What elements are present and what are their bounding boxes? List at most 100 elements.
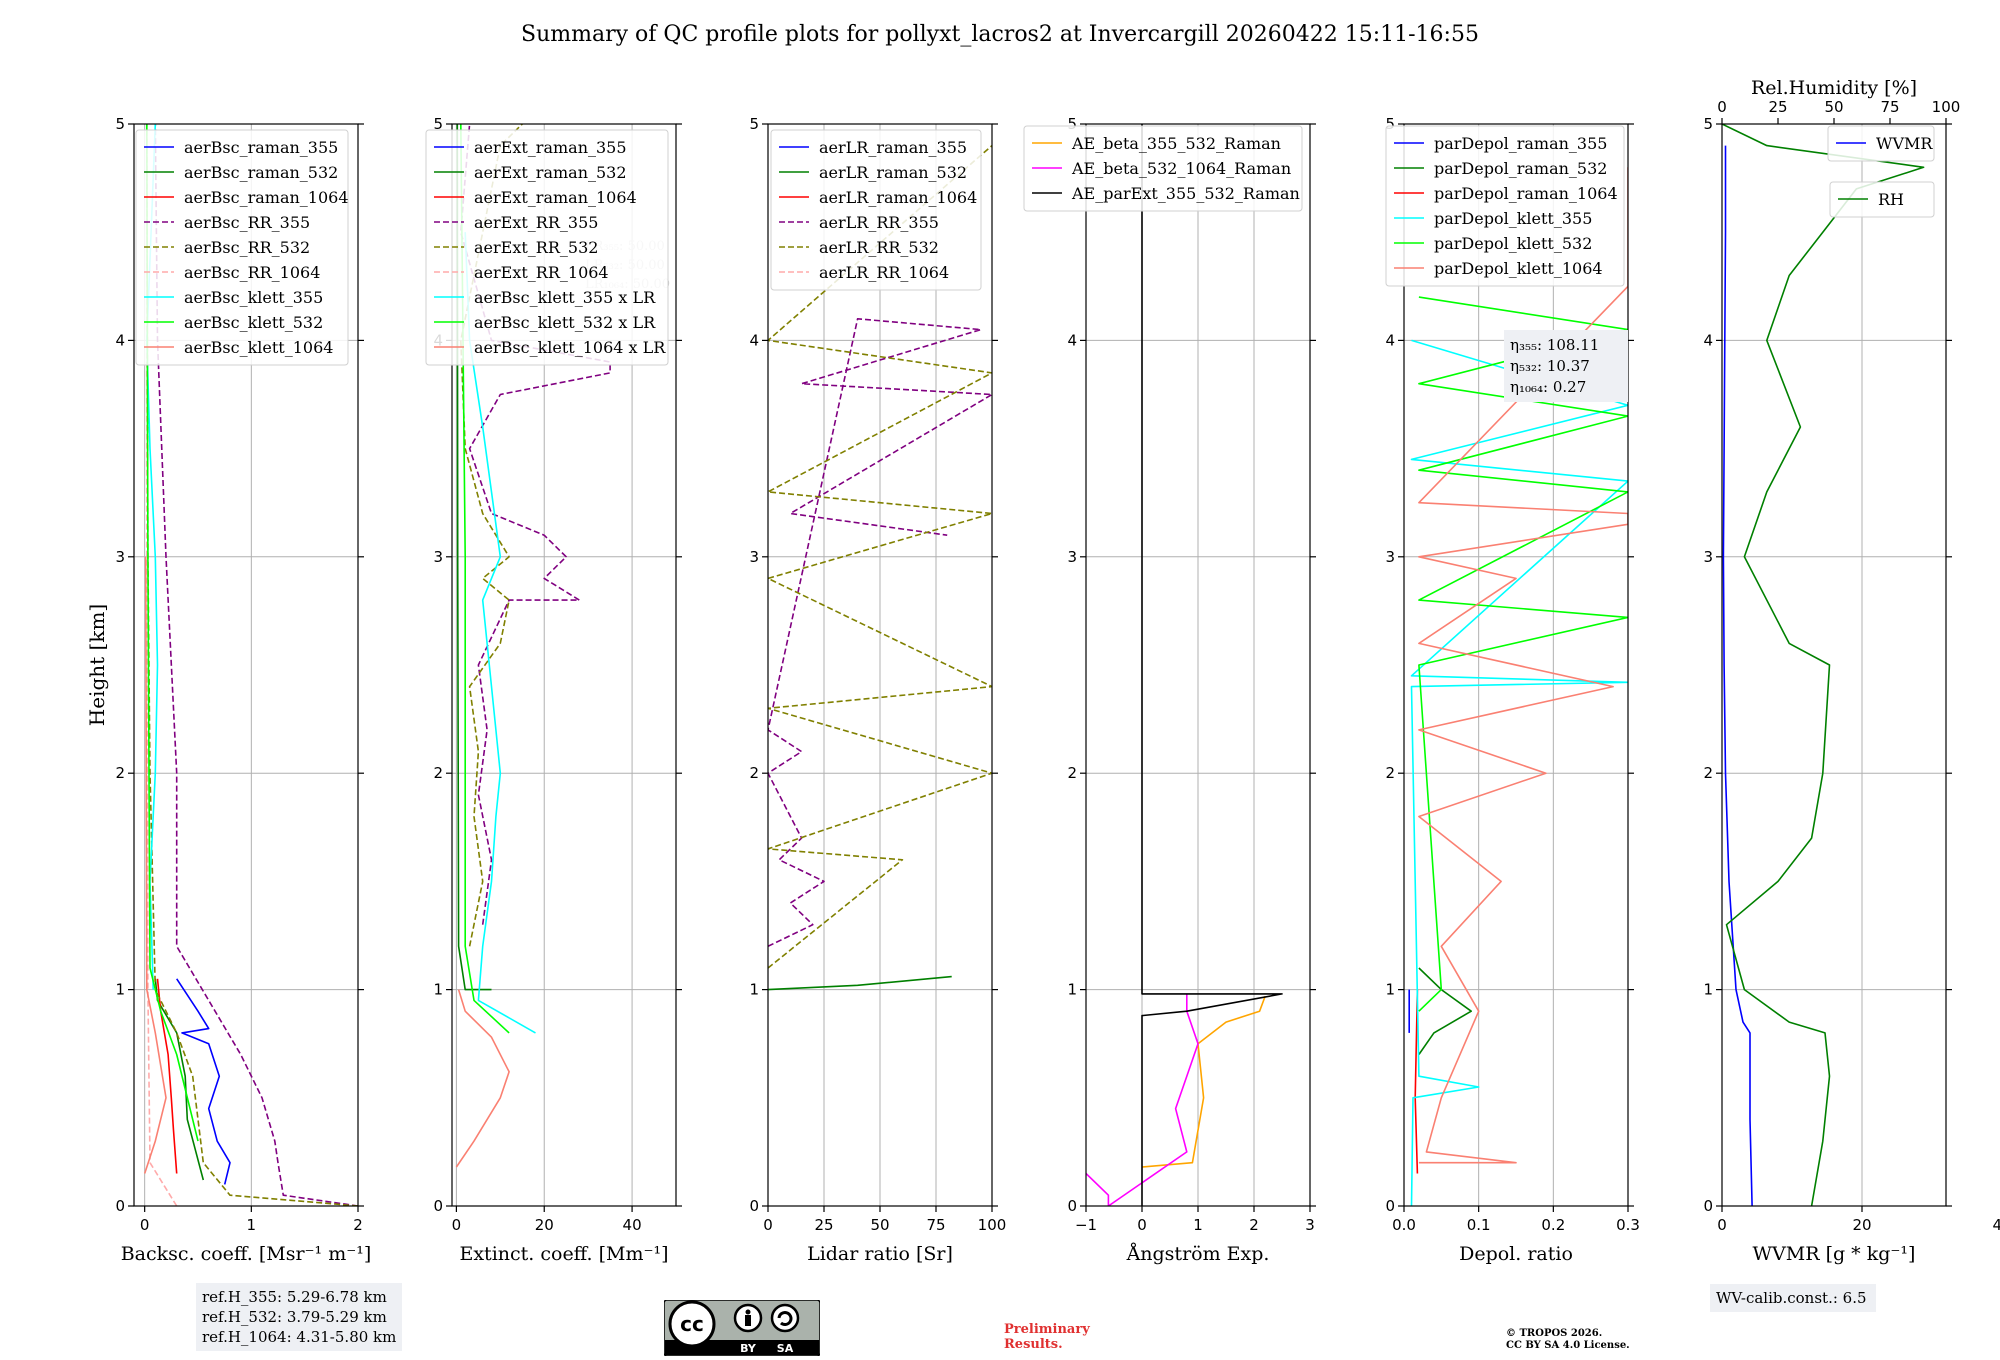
ref-heights-box: ref.H_355: 5.29-6.78 km ref.H_532: 3.79-… [196, 1283, 403, 1351]
y-tick-label: 5 [1067, 115, 1077, 133]
cc-mark-text: cc [680, 1312, 704, 1336]
legend-label: aerBsc_klett_532 [184, 313, 323, 332]
x2-tick-label: 0 [1717, 98, 1727, 116]
preliminary-note: Preliminary Results. [1004, 1322, 1090, 1352]
y-tick-label: 3 [433, 548, 443, 566]
preliminary-line-1: Preliminary [1004, 1322, 1090, 1337]
series-line [154, 124, 358, 1206]
x-tick-label: −1 [1075, 1216, 1097, 1234]
series-line [1418, 967, 1472, 1055]
legend-label: AE_parExt_355_532_Raman [1071, 184, 1300, 203]
y-tick-label: 5 [749, 115, 759, 133]
y-tick-label: 3 [115, 548, 125, 566]
legend-label: aerExt_raman_1064 [474, 188, 637, 207]
x2-axis-title: Rel.Humidity [%] [1751, 77, 1917, 99]
legend-label: aerBsc_klett_355 x LR [474, 288, 656, 307]
legend-label: aerBsc_klett_1064 x LR [474, 338, 666, 357]
x-axis-title: Lidar ratio [Sr] [807, 1243, 953, 1265]
legend-label: aerBsc_RR_1064 [184, 263, 320, 282]
figure-title: Summary of QC profile plots for pollyxt_… [521, 22, 1479, 47]
legend-label: AE_beta_532_1064_Raman [1071, 159, 1291, 178]
calib-box: WV-calib.const.: 6.5 [1710, 1284, 1876, 1312]
x-axis-title: Extinct. coeff. [Mm⁻¹] [459, 1243, 668, 1265]
legend-frame [770, 129, 982, 291]
x-tick-label: 20 [535, 1216, 554, 1234]
y-tick-label: 5 [433, 115, 443, 133]
series-line [768, 975, 952, 991]
copyright-line-2: CC BY SA 4.0 License. [1506, 1340, 1630, 1351]
x2-tick-label: 50 [1824, 98, 1843, 116]
legend-label: aerLR_raman_1064 [819, 188, 977, 207]
y-tick-label: 0 [749, 1197, 759, 1215]
y-axis-title: Height [km] [85, 604, 109, 726]
axes-frame [133, 123, 359, 1207]
x-axis-title: Backsc. coeff. [Msr⁻¹ m⁻¹] [121, 1243, 372, 1265]
x-tick-label: 2 [1249, 1216, 1259, 1234]
legend-frame [135, 129, 349, 366]
legend-label: aerLR_raman_532 [819, 163, 967, 182]
legend-label: aerLR_RR_1064 [819, 263, 949, 282]
legend-label: aerLR_RR_355 [819, 213, 939, 232]
series-group [143, 124, 358, 1206]
series-line [456, 124, 492, 991]
x-tick-label: 40 [1992, 1216, 2000, 1234]
legend-label: RH [1878, 190, 1904, 209]
series-line [1722, 124, 1925, 1206]
eta-value: η₃₅₅: 108.11 [1510, 336, 1599, 354]
legend-label: AE_beta_355_532_Raman [1071, 134, 1281, 153]
series-line [460, 124, 510, 1034]
legend-label: parDepol_klett_355 [1434, 209, 1592, 228]
panel-wv: 01234502040WVMR [g * kg⁻¹]0255075100Rel.… [1703, 77, 2000, 1312]
legend-label: aerExt_raman_532 [474, 163, 627, 182]
y-tick-label: 1 [433, 981, 443, 999]
eta-box: η₃₅₅: 108.11 η₅₃₂: 10.37 η₁₀₆₄: 0.27 [1504, 330, 1628, 402]
ref-height-1064: ref.H_1064: 4.31-5.80 km [202, 1328, 397, 1346]
legend-label: aerLR_RR_532 [819, 238, 939, 257]
x-tick-label: 0 [1137, 1216, 1147, 1234]
y-tick-label: 5 [1385, 115, 1395, 133]
legend-label: aerExt_RR_355 [474, 213, 598, 232]
copyright-line-1: © TROPOS 2026. [1506, 1328, 1603, 1339]
y-tick-label: 4 [1067, 331, 1077, 349]
series-line [176, 978, 231, 1185]
x-axis-title: Depol. ratio [1459, 1243, 1573, 1265]
legend-label: parDepol_klett_532 [1434, 234, 1592, 253]
x-tick-label: 0 [763, 1216, 773, 1234]
legend-depol: parDepol_raman_355 parDepol_raman_532 parD… [1385, 125, 1625, 287]
series-group [1086, 124, 1283, 1206]
y-tick-label: 2 [1703, 764, 1713, 782]
legend-label: aerExt_RR_1064 [474, 263, 609, 282]
legend-frame [425, 129, 669, 366]
y-tick-label: 0 [115, 1197, 125, 1215]
x-tick-label: 50 [870, 1216, 889, 1234]
axes-frame [1721, 123, 1947, 1207]
legend-ext: aerExt_raman_355 aerExt_raman_532 aerExt_r… [425, 129, 669, 366]
series-group [1408, 167, 1628, 1206]
cc-by-label: BY [740, 1342, 757, 1355]
y-tick-label: 4 [1703, 331, 1713, 349]
ref-height-355: ref.H_355: 5.29-6.78 km [202, 1288, 387, 1306]
copyright-note: © TROPOS 2026. CC BY SA 4.0 License. [1506, 1328, 1630, 1352]
y-tick-label: 4 [115, 331, 125, 349]
eta-frame [1504, 330, 1628, 402]
legend-label: aerBsc_RR_532 [184, 238, 310, 257]
calib-frame [1710, 1284, 1876, 1312]
series-group [1722, 124, 1925, 1206]
legend-label: aerBsc_klett_1064 [184, 338, 333, 357]
y-tick-label: 1 [1703, 981, 1713, 999]
series-group [768, 144, 992, 991]
axes-frame [451, 123, 677, 1207]
y-tick-label: 1 [749, 981, 759, 999]
y-tick-label: 1 [1385, 981, 1395, 999]
eta-value: η₅₃₂: 10.37 [1510, 357, 1590, 375]
x2-tick-label: 100 [1932, 98, 1961, 116]
legend-ae: AE_beta_355_532_Raman AE_beta_532_1064_Ra… [1023, 125, 1303, 212]
y-tick-label: 3 [1703, 548, 1713, 566]
legend-frame [1385, 125, 1625, 287]
x2-tick-label: 75 [1880, 98, 1899, 116]
series-line [1141, 995, 1266, 1168]
legend-frame [1829, 181, 1935, 218]
x-axis-title: WVMR [g * kg⁻¹] [1753, 1243, 1916, 1265]
cc-sa-label: SA [777, 1342, 794, 1355]
